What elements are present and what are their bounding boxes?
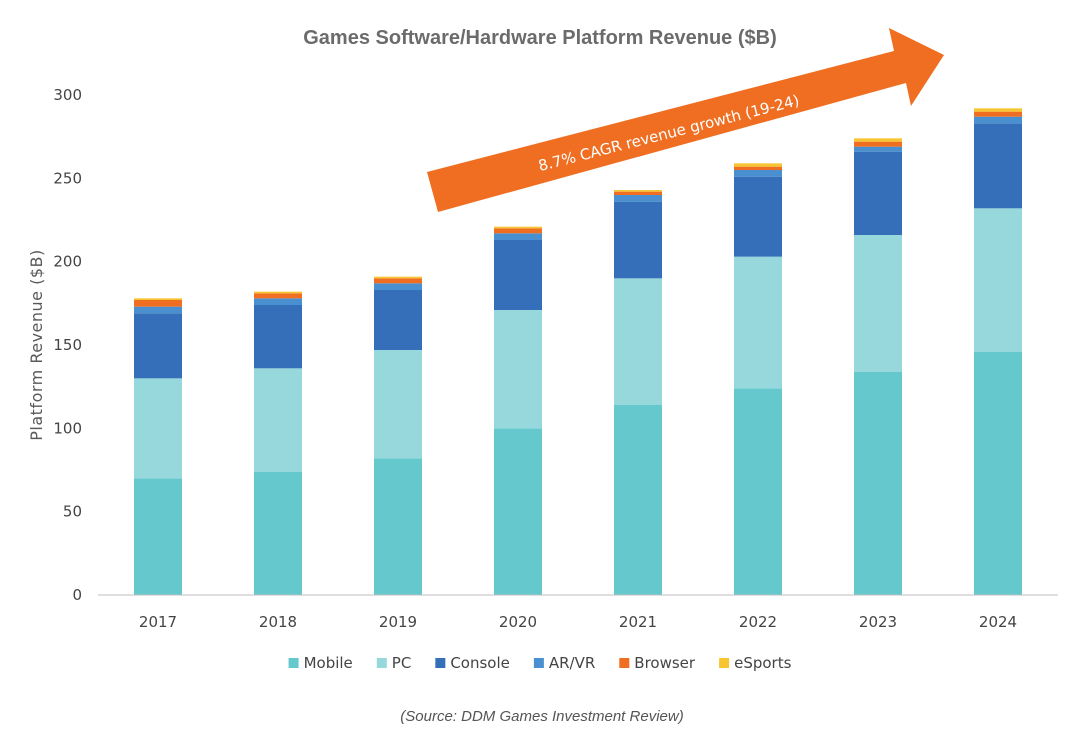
legend-item-esports: eSports bbox=[719, 654, 792, 672]
legend-label: AR/VR bbox=[549, 654, 595, 672]
y-tick-label: 0 bbox=[72, 586, 82, 604]
bar-stack-2017 bbox=[134, 298, 182, 595]
y-axis-ticks: 0 50 100 150 200 250 300 bbox=[53, 86, 82, 604]
y-tick-label: 200 bbox=[53, 253, 82, 271]
bar-stack-2024 bbox=[974, 108, 1022, 595]
x-axis-ticks: 2017 2018 2019 2020 2021 2022 2023 2024 bbox=[139, 613, 1017, 631]
chart-title: Games Software/Hardware Platform Revenue… bbox=[303, 27, 777, 49]
bar-pc-2020 bbox=[494, 310, 542, 429]
bar-esports-2023 bbox=[854, 138, 902, 142]
bar-mobile-2020 bbox=[494, 428, 542, 595]
bar-pc-2024 bbox=[974, 208, 1022, 352]
bar-stack-2018 bbox=[254, 291, 302, 595]
bar-console-2022 bbox=[734, 176, 782, 257]
legend-item-ar-vr: AR/VR bbox=[533, 654, 595, 672]
bar-browser-2018 bbox=[254, 293, 302, 299]
bar-esports-2024 bbox=[974, 108, 1022, 112]
bar-browser-2022 bbox=[734, 166, 782, 170]
bar-pc-2017 bbox=[134, 378, 182, 479]
bar-esports-2022 bbox=[734, 163, 782, 167]
legend-swatch bbox=[619, 658, 630, 668]
bar-browser-2024 bbox=[974, 111, 1022, 117]
bar-stack-2021 bbox=[614, 190, 662, 595]
bar-esports-2021 bbox=[614, 190, 662, 192]
x-tick-label: 2022 bbox=[739, 613, 777, 631]
bar-ar-vr-2020 bbox=[494, 233, 542, 240]
y-tick-label: 150 bbox=[53, 336, 82, 354]
bar-console-2023 bbox=[854, 151, 902, 235]
bar-pc-2022 bbox=[734, 256, 782, 389]
bar-ar-vr-2019 bbox=[374, 283, 422, 290]
bar-stack-2022 bbox=[734, 163, 782, 595]
legend-label: eSports bbox=[734, 654, 791, 672]
bar-console-2019 bbox=[374, 290, 422, 350]
growth-arrow-shape bbox=[427, 28, 944, 212]
bar-console-2024 bbox=[974, 123, 1022, 209]
bar-browser-2020 bbox=[494, 228, 542, 234]
bar-ar-vr-2022 bbox=[734, 170, 782, 177]
y-tick-label: 100 bbox=[53, 419, 82, 437]
source-note: (Source: DDM Games Investment Review) bbox=[400, 708, 683, 725]
bar-mobile-2019 bbox=[374, 458, 422, 595]
x-tick-label: 2017 bbox=[139, 613, 177, 631]
legend-swatch bbox=[288, 658, 299, 668]
bar-ar-vr-2018 bbox=[254, 298, 302, 305]
bar-stack-2019 bbox=[374, 276, 422, 595]
y-axis-label: Platform Revenue ($B) bbox=[27, 249, 46, 440]
y-tick-label: 50 bbox=[63, 503, 82, 521]
legend-swatch bbox=[435, 658, 446, 668]
bar-browser-2021 bbox=[614, 191, 662, 195]
x-tick-label: 2020 bbox=[499, 613, 537, 631]
bar-mobile-2023 bbox=[854, 371, 902, 595]
legend-item-browser: Browser bbox=[619, 654, 696, 672]
bar-pc-2021 bbox=[614, 278, 662, 405]
bar-stack-2023 bbox=[854, 138, 902, 595]
legend-item-pc: PC bbox=[376, 654, 412, 672]
legend-label: PC bbox=[392, 654, 412, 672]
y-tick-label: 250 bbox=[53, 169, 82, 187]
bar-console-2018 bbox=[254, 305, 302, 369]
bar-console-2020 bbox=[494, 240, 542, 310]
bar-ar-vr-2023 bbox=[854, 146, 902, 152]
bar-esports-2017 bbox=[134, 298, 182, 300]
bar-mobile-2021 bbox=[614, 405, 662, 595]
bar-stack-2020 bbox=[494, 226, 542, 595]
x-tick-label: 2018 bbox=[259, 613, 297, 631]
bar-ar-vr-2021 bbox=[614, 195, 662, 202]
legend-swatch bbox=[376, 658, 387, 668]
bar-mobile-2022 bbox=[734, 388, 782, 595]
bar-pc-2018 bbox=[254, 368, 302, 472]
x-tick-label: 2024 bbox=[979, 613, 1017, 631]
x-tick-label: 2019 bbox=[379, 613, 417, 631]
bar-browser-2017 bbox=[134, 300, 182, 307]
bar-pc-2019 bbox=[374, 350, 422, 459]
legend-item-mobile: Mobile bbox=[288, 654, 353, 672]
bar-console-2017 bbox=[134, 313, 182, 379]
legend-swatch bbox=[533, 658, 544, 668]
bar-esports-2020 bbox=[494, 226, 542, 229]
bar-ar-vr-2017 bbox=[134, 306, 182, 314]
bar-ar-vr-2024 bbox=[974, 116, 1022, 124]
x-tick-label: 2023 bbox=[859, 613, 897, 631]
bar-mobile-2017 bbox=[134, 478, 182, 595]
legend-swatch bbox=[719, 658, 730, 668]
y-tick-label: 300 bbox=[53, 86, 82, 104]
bar-esports-2019 bbox=[374, 276, 422, 279]
legend-label: Browser bbox=[634, 654, 696, 672]
legend-item-console: Console bbox=[435, 654, 510, 672]
x-tick-label: 2021 bbox=[619, 613, 657, 631]
bar-pc-2023 bbox=[854, 235, 902, 372]
bar-mobile-2018 bbox=[254, 471, 302, 595]
bar-browser-2023 bbox=[854, 141, 902, 147]
bar-mobile-2024 bbox=[974, 351, 1022, 595]
growth-arrow-label: 8.7% CAGR revenue growth (19-24) bbox=[536, 91, 801, 175]
legend-label: Console bbox=[450, 654, 510, 672]
legend-label: Mobile bbox=[304, 654, 353, 672]
legend: Mobile PC Console AR/VR Browser eSports bbox=[288, 654, 792, 672]
bar-console-2021 bbox=[614, 201, 662, 279]
bar-esports-2018 bbox=[254, 291, 302, 294]
bar-browser-2019 bbox=[374, 278, 422, 284]
bars bbox=[134, 108, 1022, 595]
